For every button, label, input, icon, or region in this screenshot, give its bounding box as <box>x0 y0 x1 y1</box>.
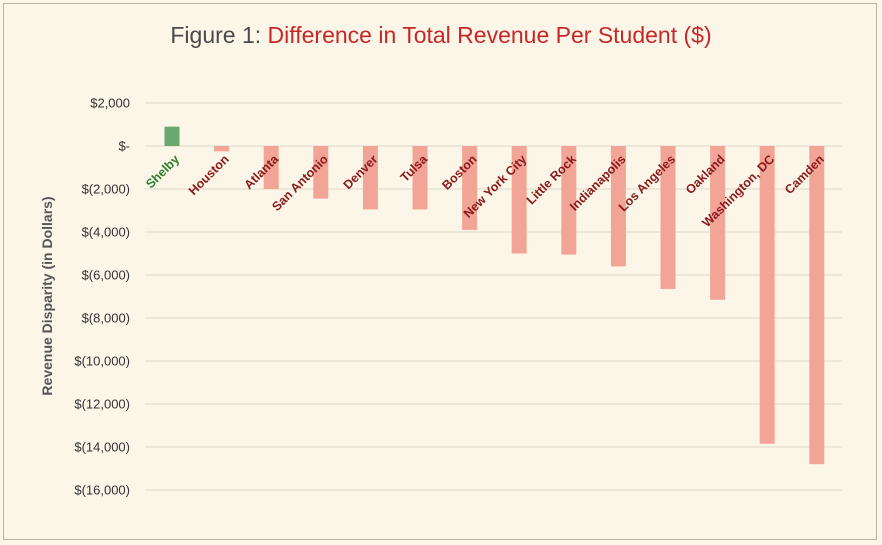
bar-houston <box>214 146 230 152</box>
bar-washington-dc <box>759 146 775 444</box>
title-main: Difference in Total Revenue Per Student … <box>267 22 712 48</box>
y-tick-label: $2,000 <box>90 96 130 111</box>
y-axis-label: Revenue Disparity (in Dollars) <box>39 196 55 395</box>
title-prefix: Figure 1: <box>170 22 268 48</box>
bar-tulsa <box>412 146 428 210</box>
chart-title: Figure 1: Difference in Total Revenue Pe… <box>0 22 882 49</box>
bar-san-antonio <box>313 146 329 199</box>
bar-new-york-city <box>511 146 527 254</box>
bar-los-angeles <box>660 146 676 289</box>
y-tick-label: $(12,000) <box>74 397 130 412</box>
y-tick-label: $(8,000) <box>82 311 130 326</box>
y-tick-label: $(2,000) <box>82 182 130 197</box>
y-tick-label: $(6,000) <box>82 268 130 283</box>
category-label: Houston <box>186 152 232 198</box>
bar-oakland <box>710 146 726 300</box>
bar-camden <box>809 146 825 465</box>
gridlines <box>145 102 842 491</box>
y-axis-ticks: $2,000 $- $(2,000) $(4,000) $(6,000) $(8,000)… <box>74 96 130 498</box>
y-tick-label: $- <box>118 139 130 154</box>
bar-shelby <box>164 126 180 146</box>
y-tick-label: $(14,000) <box>74 440 130 455</box>
category-label: Shelby <box>143 152 182 191</box>
bar-atlanta <box>263 146 279 189</box>
y-tick-label: $(4,000) <box>82 225 130 240</box>
bar-indianapolis <box>610 146 626 267</box>
bar-little-rock <box>561 146 577 255</box>
y-tick-label: $(16,000) <box>74 483 130 498</box>
bars <box>164 126 825 465</box>
chart-frame <box>3 3 877 540</box>
bar-denver <box>362 146 378 210</box>
bar-boston <box>462 146 478 230</box>
y-tick-label: $(10,000) <box>74 354 130 369</box>
